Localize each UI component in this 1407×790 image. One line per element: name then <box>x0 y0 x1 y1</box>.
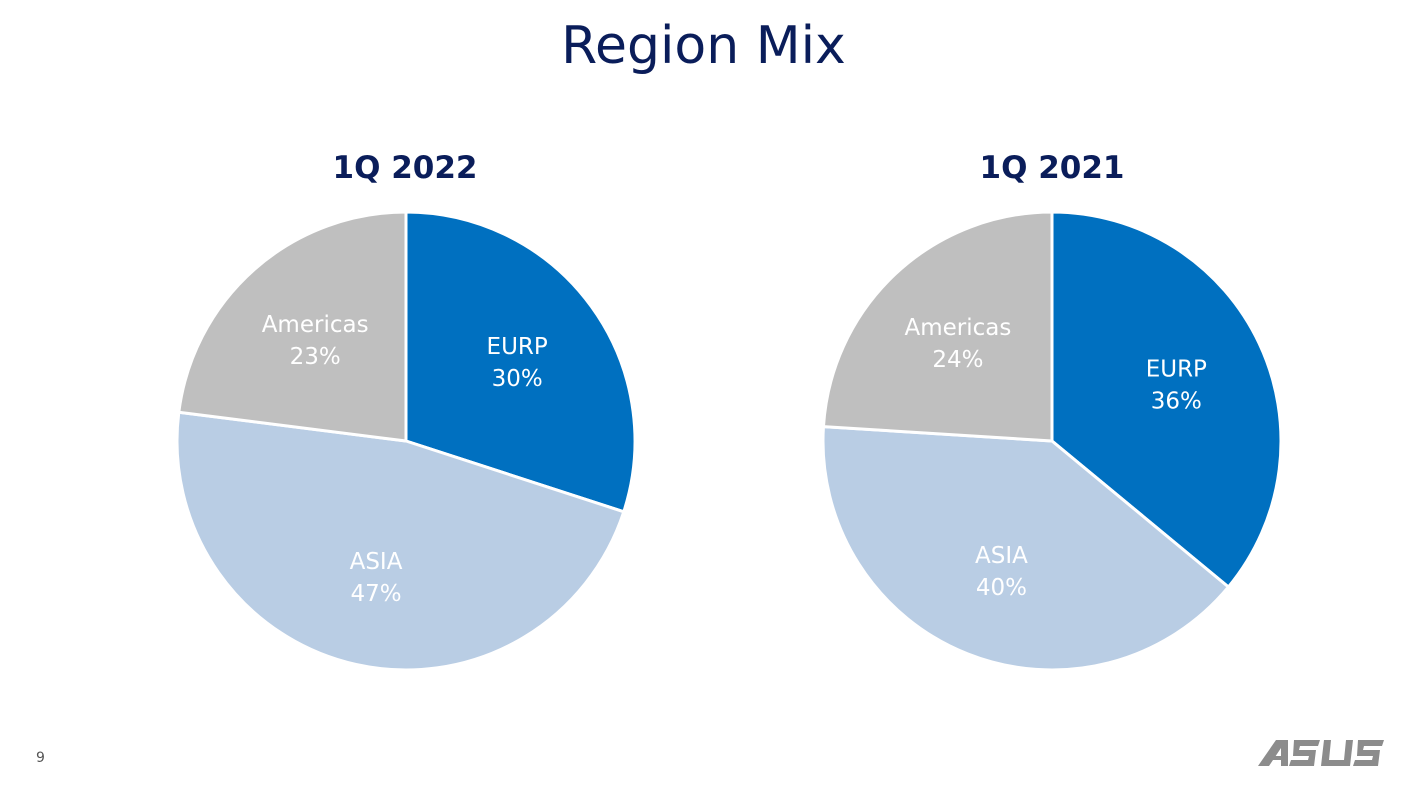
slice-category-asia: ASIA <box>350 549 403 575</box>
slice-category-eurp: EURP <box>487 334 548 360</box>
slice-percent-americas: 23% <box>290 344 341 370</box>
slice-label-eurp: EURP 30% <box>487 334 548 392</box>
pie-slice-americas <box>821 210 1054 443</box>
slice-percent-eurp: 36% <box>1151 388 1202 414</box>
slice-category-eurp: EURP <box>1146 356 1207 382</box>
pie-slice-asia <box>821 425 1230 672</box>
pie-title-1q2022: 1Q 2022 <box>332 150 478 186</box>
slice-percent-eurp: 30% <box>492 366 543 392</box>
pie-chart-1q2022: EURP 30% ASIA 47% Americas 23% <box>175 210 637 672</box>
slice-label-americas: Americas 24% <box>905 315 1012 373</box>
slice-label-americas: Americas 23% <box>262 312 369 370</box>
slice-category-americas: Americas <box>905 315 1012 341</box>
slice-category-americas: Americas <box>262 312 369 338</box>
slice-percent-asia: 40% <box>976 575 1027 601</box>
slice-label-eurp: EURP 36% <box>1146 356 1207 414</box>
slice-percent-asia: 47% <box>350 581 401 607</box>
pie-slice-asia <box>175 410 626 672</box>
slice-label-asia: ASIA 47% <box>350 549 403 607</box>
asus-logo <box>1258 740 1384 766</box>
slice-category-asia: ASIA <box>975 543 1028 569</box>
pie-slice-americas <box>177 210 408 443</box>
slice-label-asia: ASIA 40% <box>975 543 1028 601</box>
slide-title: Region Mix <box>561 16 846 76</box>
pie-slice-eurp <box>404 210 637 514</box>
page-number: 9 <box>36 750 45 766</box>
slice-percent-americas: 24% <box>932 347 983 373</box>
pie-chart-1q2021: EURP 36% ASIA 40% Americas 24% <box>821 210 1283 672</box>
pie-title-1q2021: 1Q 2021 <box>979 150 1125 186</box>
pie-slice-eurp <box>1050 210 1283 589</box>
